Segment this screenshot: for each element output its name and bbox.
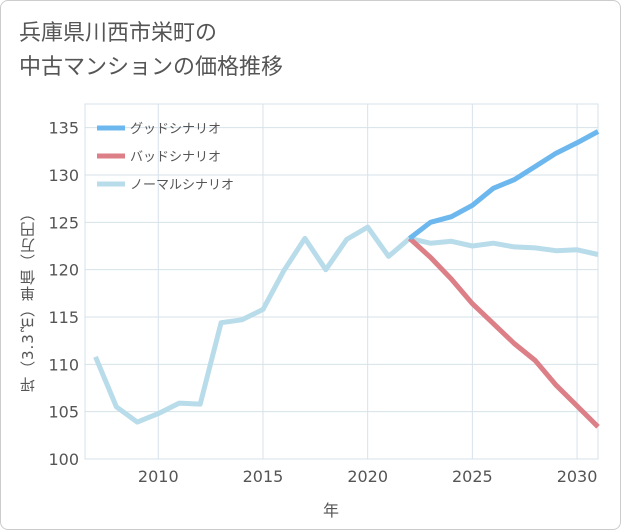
y-tick-label: 110 — [48, 355, 79, 374]
x-tick-label: 2020 — [347, 467, 388, 486]
y-tick-label: 120 — [48, 261, 79, 280]
chart-title-line-1: 兵庫県川西市栄町の — [19, 21, 218, 46]
x-tick-label: 2030 — [557, 467, 598, 486]
y-tick-label: 105 — [48, 403, 79, 422]
series-line-1 — [407, 236, 600, 429]
y-tick-label: 100 — [48, 450, 79, 469]
series-line-0 — [408, 129, 600, 241]
x-tick-label: 2015 — [243, 467, 284, 486]
plot-area — [84, 103, 599, 460]
x-axis-label: 年 — [323, 501, 340, 520]
y-axis-label: 坪（3.3㎡）単価（万円） — [19, 205, 37, 393]
series-line-2 — [93, 224, 599, 425]
y-tick-label: 135 — [48, 119, 79, 138]
y-tick-label: 125 — [48, 213, 79, 232]
legend-label-0: グッドシナリオ — [130, 122, 221, 137]
chart-title-line-2: 中古マンションの価格推移 — [19, 55, 284, 80]
x-tick-label: 2025 — [452, 467, 493, 486]
y-tick-label: 115 — [48, 308, 79, 327]
y-tick-label: 130 — [48, 166, 79, 185]
x-tick-label: 2010 — [138, 467, 179, 486]
legend-label-2: ノーマルシナリオ — [130, 178, 234, 193]
legend-label-1: バッドシナリオ — [130, 150, 221, 165]
chart-title: 兵庫県川西市栄町の 中古マンションの価格推移 — [19, 17, 283, 85]
